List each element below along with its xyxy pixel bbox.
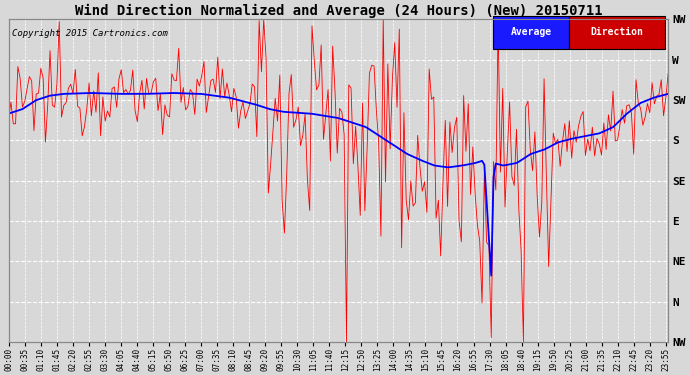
Text: Direction: Direction [591, 27, 644, 38]
Text: Copyright 2015 Cartronics.com: Copyright 2015 Cartronics.com [12, 29, 168, 38]
FancyBboxPatch shape [493, 16, 569, 48]
Text: Average: Average [511, 27, 552, 38]
Title: Wind Direction Normalized and Average (24 Hours) (New) 20150711: Wind Direction Normalized and Average (2… [75, 4, 602, 18]
FancyBboxPatch shape [569, 16, 665, 48]
